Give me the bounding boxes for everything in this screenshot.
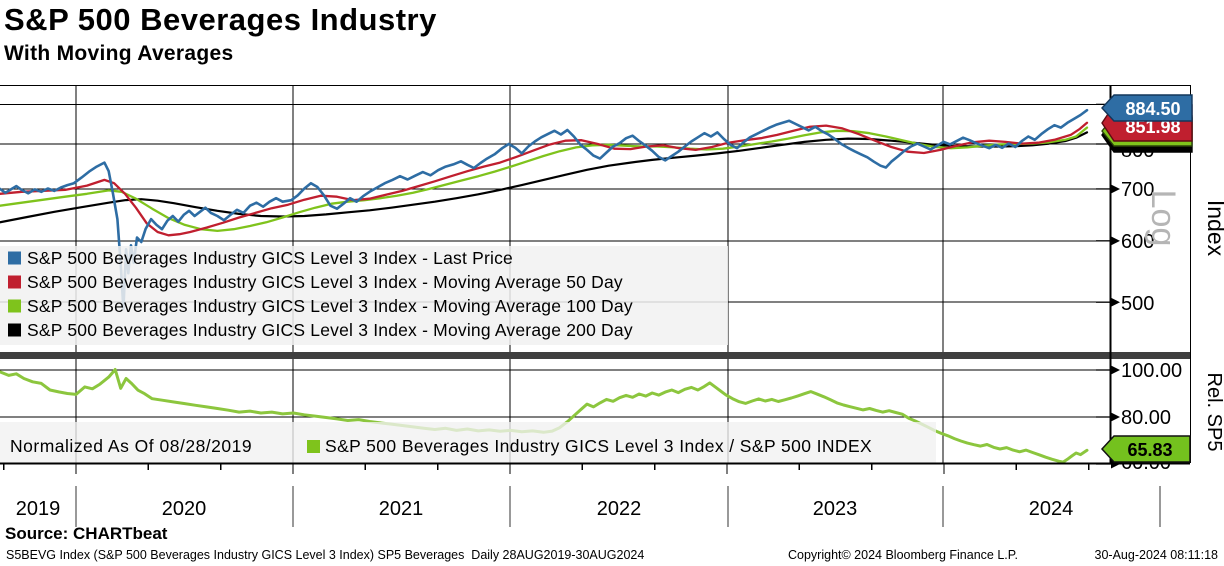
main-500-tick-arrow	[1111, 297, 1120, 307]
year-label-2020: 2020	[162, 498, 207, 520]
normalized-note: Normalized As Of 08/28/2019	[10, 436, 252, 456]
ratio-line	[0, 368, 1089, 464]
last-price-line	[0, 108, 1089, 311]
footer-timestamp: 30-Aug-2024 08:11:18	[1094, 548, 1218, 562]
badge-ma50-value: 851.98	[1125, 117, 1180, 137]
year-label-2024: 2024	[1029, 498, 1074, 520]
log-scale-label: Log	[1144, 190, 1182, 247]
legend-swatch-0	[8, 251, 21, 265]
ratio-legend-label: S&P 500 Beverages Industry GICS Level 3 …	[325, 436, 872, 456]
panel-divider	[0, 352, 1190, 359]
main-y-tick-500: 500	[1121, 293, 1154, 315]
footer: S5BEVG Index (S&P 500 Beverages Industry…	[0, 548, 1224, 564]
legend-swatch-3	[8, 323, 21, 337]
year-label-2019: 2019	[16, 498, 61, 520]
page-title: S&P 500 Beverages Industry	[4, 2, 437, 37]
footer-security-info: S5BEVG Index (S&P 500 Beverages Industry…	[6, 548, 645, 562]
rel-sp5-axis-title: Rel. SP5	[1203, 373, 1224, 452]
badge-ratio	[1100, 435, 1191, 463]
index-axis-title: Index	[1203, 200, 1224, 257]
legend-label-2: S&P 500 Beverages Industry GICS Level 3 …	[27, 296, 633, 316]
main-700-tick-arrow	[1111, 184, 1120, 194]
legend-label-0: S&P 500 Beverages Industry GICS Level 3 …	[27, 248, 513, 268]
footer-copyright: Copyright© 2024 Bloomberg Finance L.P.	[788, 548, 1018, 562]
main-y-tick-700: 700	[1121, 179, 1154, 201]
legend-label-1: S&P 500 Beverages Industry GICS Level 3 …	[27, 272, 623, 292]
page-subtitle: With Moving Averages	[4, 42, 234, 65]
year-label-2021: 2021	[379, 498, 424, 520]
main-y-tick-600: 600	[1121, 231, 1154, 253]
year-label-2022: 2022	[597, 498, 642, 520]
legend-swatch-1	[8, 275, 21, 289]
source-label: Source: CHARTbeat	[5, 524, 168, 543]
legend-label-3: S&P 500 Beverages Industry GICS Level 3 …	[27, 320, 633, 340]
badge-last-price	[1101, 94, 1193, 122]
main-legend	[0, 246, 728, 345]
year-label-2023: 2023	[813, 498, 858, 520]
ratio-y-tick-80.00: 80.00	[1121, 407, 1171, 429]
badge-last-price-value: 884.50	[1125, 99, 1180, 119]
main-600-tick-arrow	[1111, 236, 1120, 246]
ratio-80-tick-arrow	[1111, 412, 1120, 422]
ratio-legend-swatch	[307, 440, 320, 453]
badge-ratio-value: 65.83	[1127, 440, 1172, 460]
ma200-line	[0, 131, 1089, 224]
ratio-100-tick-arrow	[1111, 365, 1120, 375]
ratio-y-tick-100.00: 100.00	[1121, 360, 1182, 382]
legend-swatch-2	[8, 299, 21, 313]
ma50-line	[0, 121, 1089, 237]
ratio-legend-bar	[0, 422, 936, 464]
